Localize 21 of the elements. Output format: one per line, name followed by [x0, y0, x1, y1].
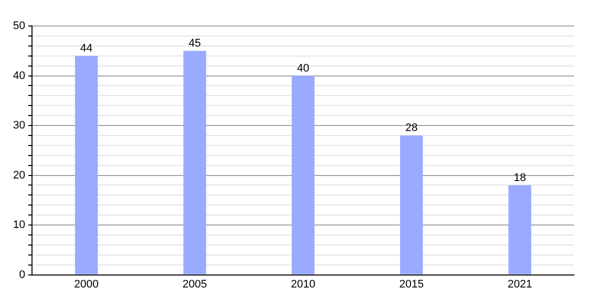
data-label: 40 — [296, 62, 310, 74]
x-tick-label: 2000 — [74, 278, 99, 290]
x-tick-label: 2005 — [182, 278, 208, 290]
x-tick-label: 2010 — [290, 278, 316, 290]
data-label: 44 — [80, 42, 93, 54]
bar — [292, 76, 314, 274]
y-tick-label: 40 — [12, 70, 26, 82]
data-label: 45 — [188, 37, 201, 50]
data-label: 18 — [514, 172, 526, 184]
x-tick-label: 2015 — [399, 278, 424, 290]
bar — [400, 135, 423, 274]
bar — [183, 50, 206, 274]
y-tick-label: 50 — [12, 20, 26, 32]
y-tick-label: 0 — [19, 268, 26, 281]
bar — [508, 185, 532, 274]
y-tick-label: 10 — [12, 219, 26, 232]
y-tick-label: 20 — [12, 169, 26, 182]
bar — [75, 56, 98, 274]
data-label: 28 — [405, 122, 418, 134]
x-tick-label: 2021 — [508, 278, 532, 290]
y-tick-label: 30 — [12, 120, 26, 132]
